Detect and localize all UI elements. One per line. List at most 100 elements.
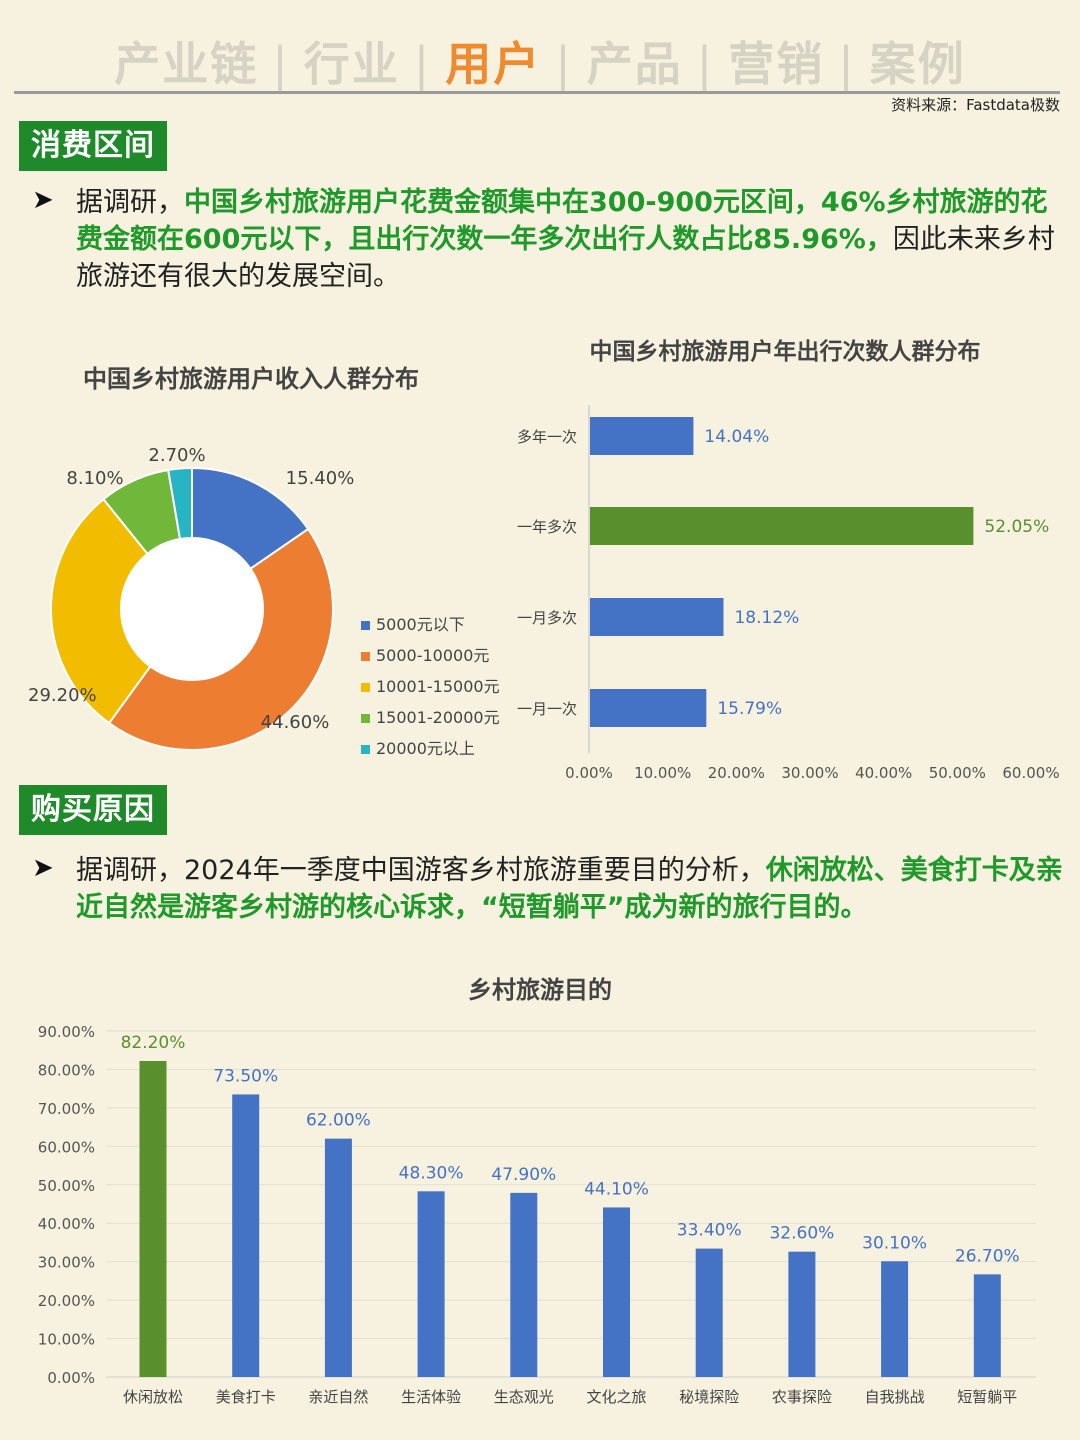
nav-tab[interactable]: 行业 xyxy=(303,37,400,91)
category-label: 生活体验 xyxy=(401,1388,461,1406)
legend-label: 10001-15000元 xyxy=(376,677,500,696)
x-tick-label: 50.00% xyxy=(929,764,986,782)
slice-data-label: 15.40% xyxy=(286,468,355,489)
bullet-arrow-icon: ➤ xyxy=(32,853,54,883)
bar xyxy=(510,1192,538,1377)
legend-label: 5000-10000元 xyxy=(376,646,489,665)
bar-data-label: 48.30% xyxy=(399,1163,464,1183)
bar xyxy=(603,1207,630,1377)
category-label: 一月一次 xyxy=(517,700,577,718)
bar-data-label: 47.90% xyxy=(491,1165,556,1185)
bar xyxy=(695,1248,723,1377)
x-tick-label: 30.00% xyxy=(781,764,838,782)
consumption-paragraph: 据调研，中国乡村旅游用户花费金额集中在300-900元区间，46%乡村旅游的花费… xyxy=(76,184,1066,295)
bar xyxy=(881,1261,909,1377)
category-label: 秘境探险 xyxy=(679,1388,739,1406)
category-label: 农事探险 xyxy=(772,1388,832,1406)
x-tick-label: 60.00% xyxy=(1002,764,1059,782)
y-tick-label: 0.00% xyxy=(47,1369,95,1387)
x-tick-label: 40.00% xyxy=(855,764,912,782)
nav-separator: | xyxy=(272,37,290,91)
bar xyxy=(139,1060,167,1377)
y-tick-label: 50.00% xyxy=(38,1177,95,1195)
top-nav: 产业链 | 行业 | 用户 | 产品 | 营销 | 案例 xyxy=(0,28,1080,94)
section-tag-consumption: 消费区间 xyxy=(19,121,167,171)
bar xyxy=(590,598,724,636)
bar-data-label: 32.60% xyxy=(769,1224,834,1244)
bar-data-label: 30.10% xyxy=(862,1233,927,1253)
nav-tab[interactable]: 产品 xyxy=(586,37,683,91)
paragraph-plain-text: 因此未来乡村旅游还有很大的发展空间。 xyxy=(76,224,1055,292)
bar xyxy=(417,1191,445,1377)
nav-tab[interactable]: 用户 xyxy=(445,37,542,91)
source-note: 资料来源：Fastdata极数 xyxy=(891,96,1060,114)
bar-data-label: 15.79% xyxy=(717,699,782,719)
legend-swatch xyxy=(361,683,370,692)
y-tick-label: 60.00% xyxy=(38,1138,95,1156)
income-donut-chart: 中国乡村旅游用户收入人群分布 15.40% 44.60% 29.20% 8.10% 2.7… xyxy=(28,365,500,758)
nav-separator: | xyxy=(838,37,856,91)
bar-data-label: 62.00% xyxy=(306,1111,371,1131)
category-label: 一年多次 xyxy=(517,518,577,536)
legend-label: 15001-20000元 xyxy=(376,708,500,727)
category-label: 自我挑战 xyxy=(865,1388,925,1406)
nav-tab[interactable]: 产业链 xyxy=(114,37,259,91)
bar-data-label: 82.20% xyxy=(121,1033,186,1053)
travel-purpose-bar-chart: 乡村旅游目的 0.00% 10.00% 20.00% 30.00% 40.00% 50.00… xyxy=(38,976,1036,1406)
donut-slice xyxy=(167,466,193,541)
category-label: 多年一次 xyxy=(517,428,577,446)
bar-data-label: 18.12% xyxy=(734,608,799,628)
category-label: 美食打卡 xyxy=(216,1388,276,1406)
slice-data-label: 44.60% xyxy=(261,712,330,733)
bar xyxy=(324,1138,352,1377)
slice-data-label: 29.20% xyxy=(28,685,97,706)
paragraph-plain-text: 据调研， xyxy=(76,187,184,218)
category-label: 文化之旅 xyxy=(586,1388,646,1406)
y-tick-label: 90.00% xyxy=(38,1023,95,1041)
legend-label: 20000元以上 xyxy=(376,739,475,758)
bar-data-label: 73.50% xyxy=(213,1066,278,1086)
bar xyxy=(232,1094,260,1377)
y-tick-label: 40.00% xyxy=(38,1215,95,1233)
nav-divider xyxy=(14,91,1060,94)
nav-separator: | xyxy=(696,37,715,91)
legend-label: 5000元以下 xyxy=(376,615,465,634)
y-tick-label: 10.00% xyxy=(38,1331,95,1349)
legend-swatch xyxy=(361,714,370,723)
bar xyxy=(973,1274,1001,1377)
donut-hole xyxy=(122,539,262,679)
nav-tab[interactable]: 营销 xyxy=(728,37,825,91)
x-tick-label: 10.00% xyxy=(634,764,691,782)
bar-data-label: 14.04% xyxy=(704,427,769,447)
legend-swatch xyxy=(361,652,370,661)
paragraph-highlight-text: 休闲放松、美食打卡及亲近自然是游客乡村游的核心诉求，“短暂躺平”成为新的旅行目的… xyxy=(76,855,1063,923)
legend-swatch xyxy=(361,745,370,754)
bar xyxy=(590,417,694,455)
y-tick-label: 30.00% xyxy=(38,1254,95,1272)
x-tick-label: 0.00% xyxy=(565,764,613,782)
chart-title: 乡村旅游目的 xyxy=(468,976,612,1004)
y-tick-label: 80.00% xyxy=(38,1061,95,1079)
bar xyxy=(788,1251,816,1377)
paragraph-highlight-text: 中国乡村旅游用户花费金额集中在300-900元区间，46%乡村旅游的花费金额在6… xyxy=(76,187,1048,255)
donut-slice xyxy=(50,497,152,725)
nav-tab[interactable]: 案例 xyxy=(869,37,966,91)
legend-swatch xyxy=(361,621,370,630)
category-label: 一月多次 xyxy=(517,609,577,627)
category-label: 亲近自然 xyxy=(308,1388,368,1406)
y-tick-label: 70.00% xyxy=(38,1100,95,1118)
bar xyxy=(590,689,707,727)
category-label: 生态观光 xyxy=(494,1388,554,1406)
x-tick-label: 20.00% xyxy=(708,764,765,782)
nav-separator: | xyxy=(413,37,432,91)
nav-separator: | xyxy=(555,37,573,91)
bar-data-label: 44.10% xyxy=(584,1179,649,1199)
chart-title: 中国乡村旅游用户年出行次数人群分布 xyxy=(590,338,981,365)
purpose-paragraph: 据调研，2024年一季度中国游客乡村旅游重要目的分析，休闲放松、美食打卡及亲近自… xyxy=(76,852,1066,926)
slice-data-label: 8.10% xyxy=(66,468,123,489)
paragraph-plain-text: 据调研，2024年一季度中国游客乡村旅游重要目的分析， xyxy=(76,855,766,886)
bar-data-label: 52.05% xyxy=(984,517,1049,537)
bar-data-label: 33.40% xyxy=(677,1221,742,1241)
donut-slice xyxy=(107,527,334,751)
slice-data-label: 2.70% xyxy=(148,445,205,466)
